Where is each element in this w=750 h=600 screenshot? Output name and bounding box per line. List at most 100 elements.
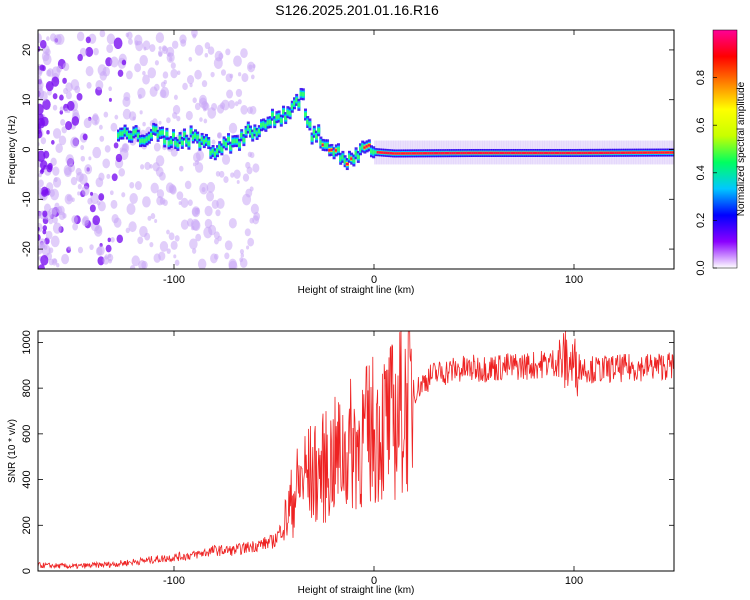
spectrogram-noise-cell xyxy=(199,117,203,122)
spectrogram-noise-cell xyxy=(189,83,193,88)
spectrogram-ridge-cell xyxy=(167,141,171,146)
spectrogram-ridge-cell xyxy=(596,151,600,155)
spectrogram-noise-cell xyxy=(56,263,60,268)
spectrogram-ridge-cell xyxy=(603,151,607,155)
spectrogram-ridge-cell xyxy=(293,101,296,106)
spectrogram-noise-cell xyxy=(42,210,48,218)
spectrogram-noise-cell xyxy=(54,202,60,210)
spectrogram-x-axis-label: Height of straight line (km) xyxy=(298,285,415,296)
spectrogram-noise-cell xyxy=(246,245,250,250)
spectrogram-ridge-cell xyxy=(550,151,554,155)
spectrogram-ridge-cell xyxy=(341,154,345,159)
spectrogram-ridge-cell xyxy=(629,151,633,154)
spectrogram-ridge-cell xyxy=(506,151,510,155)
spectrogram-noise-cell xyxy=(174,259,180,266)
spectrogram-ridge-cell xyxy=(189,129,193,134)
spectrogram-ridge-cell xyxy=(361,144,365,149)
spectrogram-ridge-cell xyxy=(279,118,283,123)
spectrogram-noise-cell xyxy=(194,69,202,80)
spectrogram-ridge-cell xyxy=(308,122,312,127)
spectrogram-ridge-cell xyxy=(304,112,307,117)
spectrogram-noise-cell xyxy=(203,118,208,124)
spectrogram-noise-cell xyxy=(134,63,142,73)
spectrogram-noise-cell xyxy=(158,46,162,51)
spectrogram-noise-cell xyxy=(149,241,154,248)
spectrogram-noise-cell xyxy=(86,81,92,89)
spectrogram-noise-cell xyxy=(104,145,111,153)
spectrogram-noise-cell xyxy=(141,260,148,269)
spectrogram-noise-cell xyxy=(38,245,43,255)
spectrogram-noise-cell xyxy=(46,129,50,135)
spectrogram-noise-cell xyxy=(223,176,229,183)
spectrogram-noise-cell xyxy=(185,110,193,121)
spectrogram-noise-cell xyxy=(225,73,233,83)
spectrogram-ridge-cell xyxy=(198,142,202,147)
spectrogram-noise-cell xyxy=(213,253,219,260)
spectrogram-ridge-cell xyxy=(537,151,541,155)
spectrogram-ridge-cell xyxy=(594,151,598,155)
spectrogram-noise-cell xyxy=(215,209,221,217)
spectrogram-ridge-cell xyxy=(367,144,371,147)
spectrogram-ridge-cell xyxy=(568,151,571,155)
spectrogram-ridge-cell xyxy=(616,151,620,154)
spectrogram-ridge-cell xyxy=(205,137,208,143)
spectrogram-noise-cell xyxy=(39,120,44,127)
spectrogram-ridge-cell xyxy=(370,149,373,154)
spectrogram-ridge-cell xyxy=(306,119,310,125)
spectrogram-ridge-cell xyxy=(471,151,475,155)
spectrogram-ridge-cell xyxy=(337,147,340,152)
spectrogram-ridge-cell xyxy=(176,142,180,147)
spectrogram-noise-cell xyxy=(99,30,106,38)
spectrogram-ridge-cell xyxy=(125,131,129,136)
x-tick-label: 100 xyxy=(565,575,583,587)
spectrogram-noise-cell xyxy=(95,79,104,91)
y-tick-label: 200 xyxy=(21,516,33,534)
spectrogram-ridge-cell xyxy=(235,139,239,144)
spectrogram-noise-cell xyxy=(180,219,189,230)
spectrogram-ridge-cell xyxy=(420,152,424,155)
spectrogram-noise-cell xyxy=(81,216,89,227)
spectrogram-ridge-cell xyxy=(147,135,151,140)
spectrogram-noise-cell xyxy=(226,89,234,99)
spectrogram-noise-cell xyxy=(239,248,244,255)
spectrogram-x-ticks: -100 0 100 xyxy=(163,30,583,286)
spectrogram-y-axis-label: Frequency (Hz) xyxy=(7,116,18,185)
spectrogram-noise-cell xyxy=(166,117,171,124)
spectrogram-ridge-cell xyxy=(570,151,574,155)
spectrogram-noise-cell xyxy=(233,169,241,179)
spectrogram-ridge-cell xyxy=(185,138,189,143)
spectrogram-noise-cell xyxy=(40,137,47,145)
spectrogram-ridge-cell xyxy=(502,151,505,155)
spectrogram-ridge-cell xyxy=(513,151,516,155)
spectrogram-ridge-cell xyxy=(607,151,611,155)
spectrogram-noise-cell xyxy=(195,150,205,161)
y-tick-label: 0 xyxy=(21,568,33,574)
spectrogram-noise-cell xyxy=(228,218,237,229)
spectrogram-ridge-cell xyxy=(143,138,147,144)
spectrogram-noise-cell xyxy=(87,197,93,205)
spectrogram-noise-cell xyxy=(49,189,55,197)
spectrogram-noise-cell xyxy=(76,31,85,42)
spectrogram-ridge-cell xyxy=(620,151,624,154)
spectrogram-ridge-cell xyxy=(561,151,565,155)
spectrogram-noise-cell xyxy=(111,173,118,182)
spectrogram-noise-cell xyxy=(249,105,257,115)
spectrogram-noise-cell xyxy=(126,70,133,80)
spectrogram-noise-cell xyxy=(235,88,243,98)
spectrogram-noise-cell xyxy=(63,164,72,176)
spectrogram-ridge-cell xyxy=(548,151,552,155)
spectrogram-noise-cell xyxy=(129,265,136,269)
spectrogram-ridge-cell xyxy=(154,127,158,132)
colorbar-ticks: 0.0 0.2 0.4 0.6 0.8 xyxy=(695,70,717,276)
spectrogram-ridge-cell xyxy=(255,131,259,137)
spectrogram-noise-cell xyxy=(51,76,60,87)
spectrogram-ridge-cell xyxy=(275,115,279,120)
spectrogram-noise-cell xyxy=(236,180,240,184)
spectrogram-ridge-cell xyxy=(530,151,534,155)
spectrogram-noise-cell xyxy=(89,204,96,213)
spectrogram-noise-cell xyxy=(85,46,94,58)
spectrogram-noise-cell xyxy=(216,198,225,209)
spectrogram-noise-cell xyxy=(44,203,51,213)
spectrogram-noise-cell xyxy=(217,132,222,138)
